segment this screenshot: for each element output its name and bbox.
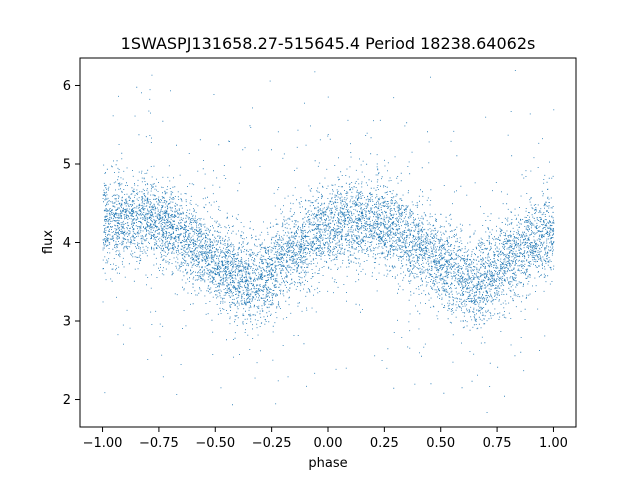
x-tick-label: 0.75 — [483, 436, 512, 451]
scatter-point-cloud — [102, 70, 555, 413]
x-tick-label: 0.25 — [370, 436, 399, 451]
plot-frame — [79, 57, 577, 428]
x-tick-label: 1.00 — [539, 436, 568, 451]
x-tick-label: −1.00 — [83, 436, 123, 451]
x-tick-label: −0.75 — [139, 436, 179, 451]
x-axis-label: phase — [308, 456, 347, 471]
x-axis: −1.00 −0.75 −0.50 −0.25 0.00 0.25 0.50 0.75 1.00 — [83, 427, 568, 451]
x-tick-label: −0.25 — [252, 436, 292, 451]
y-tick-label: 6 — [63, 79, 71, 94]
y-axis-label: flux — [41, 230, 56, 254]
y-tick-label: 2 — [63, 393, 71, 408]
chart-title: 1SWASPJ131658.27-515645.4 Period 18238.6… — [121, 34, 536, 53]
y-axis: 2 3 4 5 6 — [63, 79, 80, 408]
x-tick-label: 0.00 — [314, 436, 343, 451]
x-tick-label: 0.50 — [426, 436, 455, 451]
y-tick-label: 3 — [63, 315, 71, 330]
y-tick-label: 5 — [63, 157, 71, 172]
scatter-points — [102, 70, 555, 413]
y-tick-label: 4 — [63, 236, 71, 251]
x-tick-label: −0.50 — [195, 436, 235, 451]
